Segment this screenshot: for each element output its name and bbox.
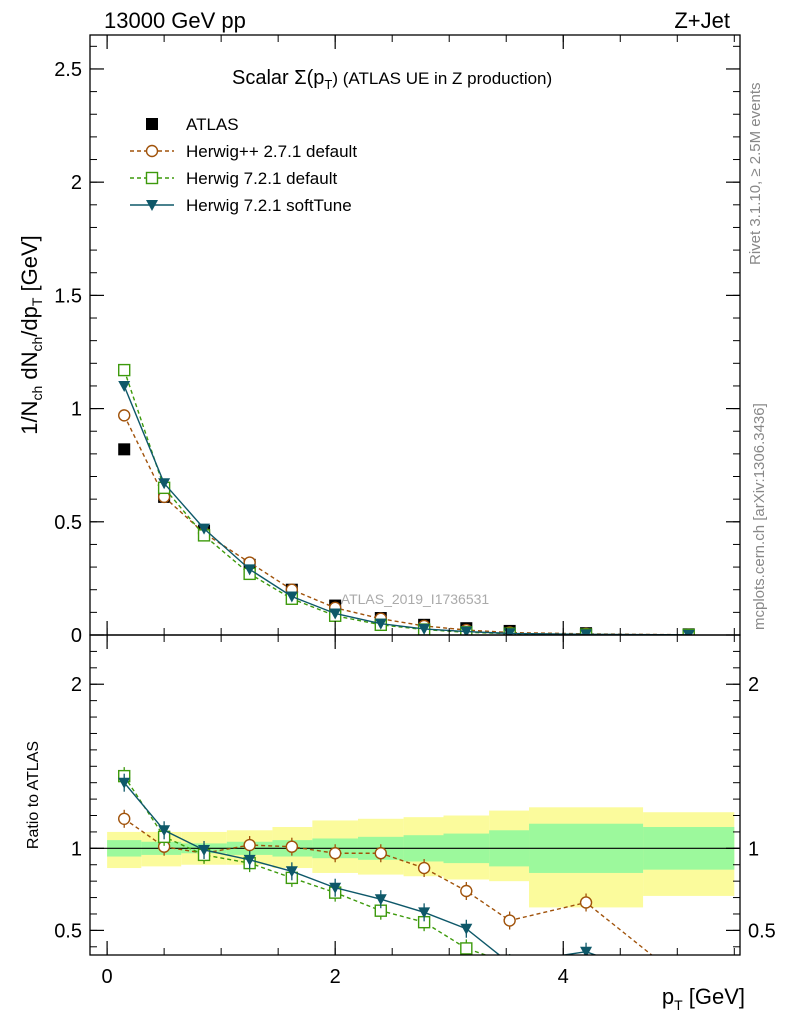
ratio-point-softtune-9	[504, 958, 516, 969]
main-point-softtune-7	[418, 623, 431, 635]
main-ytick-label-0: 0	[71, 625, 82, 647]
legend-label-herwigpp: Herwig++ 2.7.1 default	[186, 142, 357, 161]
ratio-point-softtune-7	[418, 907, 431, 919]
x-axis-label-suffix: [GeV]	[683, 984, 745, 1009]
ratio-point-herwigpp-9	[503, 914, 516, 927]
main-point-softtune-11	[682, 629, 695, 635]
main-ytick-label-2: 1	[71, 399, 82, 421]
main-ylabel-p2: dN	[17, 352, 42, 386]
ratio-ylabel: Ratio to ATLAS	[25, 741, 42, 849]
plot-title-sub: T	[324, 77, 332, 92]
plot-title-prefix: Scalar Σ(p	[232, 67, 324, 89]
main-ylabel-s2: ch	[29, 337, 45, 352]
main-ylabel-p4: [GeV]	[17, 235, 42, 297]
x-axis-label-sub: T	[674, 997, 683, 1013]
ratio-point-herwigpp-0	[118, 812, 131, 825]
ratio-point-herwig721-10	[581, 974, 592, 985]
main-line-herwig721	[123, 369, 689, 635]
legend-marker-herwigpp	[145, 144, 159, 158]
ratio-ytick-label-left-0: 0.5	[54, 920, 82, 942]
main-point-softtune-5	[329, 608, 342, 620]
main-point-atlas-0	[118, 443, 131, 456]
main-point-softtune-6	[374, 618, 387, 630]
main-point-softtune-4	[285, 591, 298, 603]
main-ylabel-s3: T	[29, 297, 45, 306]
legend-marker-atlas	[146, 118, 158, 130]
main-point-softtune-2	[198, 523, 211, 535]
legend: ATLAS Herwig++ 2.7.1 default Herwig 7.2.1 …	[130, 115, 357, 215]
ratio-point-softtune-8	[460, 923, 473, 935]
ratio-point-herwigpp-5	[328, 847, 342, 860]
ratio-point-herwigpp-8	[460, 884, 473, 898]
legend-label-softtune: Herwig 7.2.1 softTune	[186, 196, 352, 215]
main-point-softtune-0	[118, 380, 131, 392]
ratio-point-softtune-0	[118, 777, 131, 789]
legend-label-atlas: ATLAS	[186, 115, 239, 134]
ratio-point-herwig721-9	[504, 958, 515, 969]
mcplots-label: mcplots.cern.ch [arXiv:1306.3436]	[751, 403, 768, 630]
ratio-ytick-label-right-1: 1	[748, 838, 759, 860]
ratio-point-herwigpp-10	[579, 896, 593, 909]
ratio-ytick-label-left-1: 1	[71, 838, 82, 860]
ratio-point-softtune-5	[329, 882, 342, 894]
legend-marker-softtune	[146, 200, 158, 211]
plot-title: Scalar Σ(pT) (ATLAS UE in Z production)	[232, 67, 552, 92]
ratio-point-softtune-3	[243, 854, 256, 866]
main-ytick-label-3: 1.5	[54, 285, 82, 307]
ratio-point-softtune-10	[580, 946, 593, 955]
xtick-label-2: 4	[558, 966, 569, 988]
main-ytick-label-1: 0.5	[54, 512, 82, 534]
ratio-point-softtune-1	[158, 825, 171, 837]
legend-label-herwig721: Herwig 7.2.1 default	[186, 169, 337, 188]
main-point-softtune-3	[243, 564, 256, 576]
axes: 0 0.5 1 1.5 2 2.5 0.5 0.5 1 1 2 2 0 2 4	[54, 34, 776, 988]
main-point-softtune-8	[460, 626, 473, 635]
ratio-bands	[90, 807, 740, 908]
main-ylabel: 1/Nch dNch/dpT [GeV]	[17, 235, 45, 435]
main-point-herwig721-0	[118, 363, 131, 377]
ratio-panel-marks	[118, 767, 653, 985]
header-right: Z+Jet	[674, 8, 730, 33]
xtick-label-1: 2	[330, 966, 341, 988]
main-ytick-label-5: 2.5	[54, 59, 82, 81]
ratio-point-herwigpp-7	[417, 861, 431, 875]
main-ylabel-s1: ch	[29, 386, 45, 401]
plot-title-suffix: ) (ATLAS UE in Z production)	[332, 69, 552, 88]
ratio-point-softtune-6	[374, 894, 387, 906]
main-point-herwigpp-0	[118, 409, 131, 422]
ratio-point-herwig721-8	[460, 942, 473, 955]
main-line-softtune	[123, 385, 689, 635]
analysis-watermark: ATLAS_2019_I1736531	[341, 591, 490, 607]
ratio-frame	[89, 634, 741, 956]
main-ylabel-p3: /dp	[17, 306, 42, 337]
x-axis-label-p: p	[662, 984, 674, 1009]
header-left: 13000 GeV pp	[104, 8, 246, 33]
ratio-point-herwigpp-3	[243, 838, 256, 852]
rivet-label: Rivet 3.1.10, ≥ 2.5M events	[747, 83, 764, 266]
main-panel-marks	[118, 363, 695, 635]
ratio-point-softtune-4	[285, 866, 298, 878]
ratio-ytick-label-right-0: 0.5	[748, 920, 776, 942]
ratio-ytick-label-left-2: 2	[71, 674, 82, 696]
main-point-softtune-1	[158, 478, 171, 490]
ratio-line-softtune	[123, 782, 598, 955]
ratio-point-softtune-2	[198, 844, 211, 856]
main-ylabel-p1: 1/N	[17, 401, 42, 435]
ratio-point-herwigpp-4	[285, 840, 299, 853]
ratio-ytick-label-right-2: 2	[748, 674, 759, 696]
xtick-label-0: 0	[102, 966, 113, 988]
main-point-softtune-10	[580, 629, 593, 635]
x-axis-label: pT [GeV]	[662, 984, 745, 1013]
legend-marker-herwig721	[145, 171, 159, 185]
main-ytick-label-4: 2	[71, 172, 82, 194]
ratio-point-herwigpp-6	[374, 847, 387, 860]
